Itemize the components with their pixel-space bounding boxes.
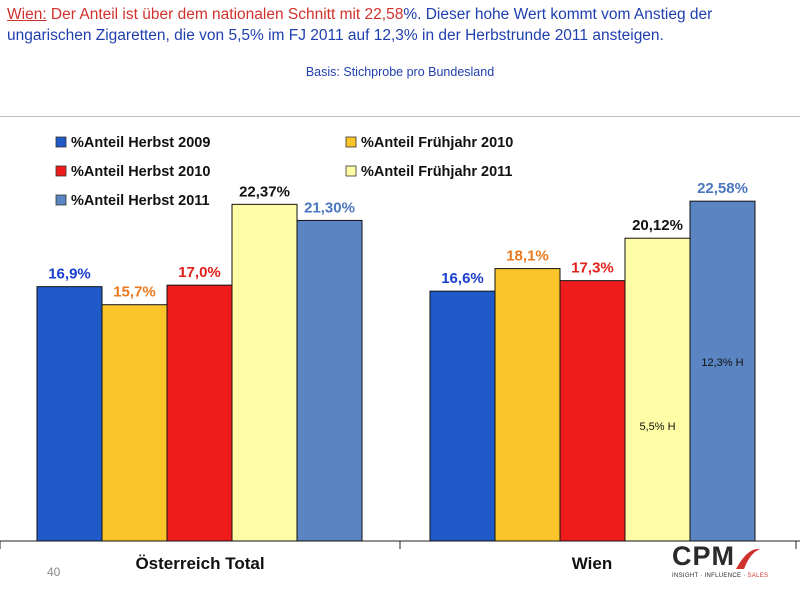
bar-5-1 <box>296 219 363 542</box>
data-label-2-1: 15,7% <box>113 284 156 301</box>
legend-label-1: %Anteil Herbst 2009 <box>71 135 210 151</box>
legend-label-3: %Anteil Herbst 2010 <box>71 164 210 180</box>
logo-tagline-sales: SALES <box>747 573 769 579</box>
data-label-3-2: 17,3% <box>571 260 614 277</box>
data-label-3-1: 17,0% <box>178 264 221 281</box>
logo-name: CPM <box>672 541 735 571</box>
legend-swatch-3 <box>55 165 67 177</box>
bar-4-2 <box>624 237 691 542</box>
basis-note: Basis: Stichprobe pro Bundesland <box>305 65 495 79</box>
headline-blue-text: %. Dieser hohe Wert kommt vom Anstieg de… <box>7 6 713 44</box>
legend-label-2: %Anteil Frühjahr 2010 <box>361 135 513 151</box>
cpm-logo: CPM INSIGHT · INFLUENCE · SALES <box>672 541 768 593</box>
bar-1-2 <box>429 290 496 542</box>
logo-swoosh-icon <box>736 548 760 569</box>
data-label-2-2: 18,1% <box>506 248 549 265</box>
page-number: 40 <box>47 565 61 579</box>
bar-annotation-1: 5,5% H <box>639 421 675 433</box>
logo-tagline: INSIGHT · INFLUENCE · SALES <box>672 573 768 579</box>
data-label-1-1: 16,9% <box>48 266 91 283</box>
bar-5-2 <box>689 200 756 542</box>
legend-swatch-5 <box>55 194 67 206</box>
bar-annotation-2: 12,3% H <box>701 357 743 369</box>
bar-4-1 <box>231 203 298 542</box>
bar-1-1 <box>36 286 103 542</box>
legend-swatch-4 <box>345 165 357 177</box>
legend-swatch-2 <box>345 136 357 148</box>
bar-2-1 <box>101 304 168 542</box>
headline: Wien: Der Anteil ist über dem nationalen… <box>7 4 787 46</box>
bar-3-2 <box>559 280 626 542</box>
legend-label-4: %Anteil Frühjahr 2011 <box>361 164 513 180</box>
data-label-5-2: 22,58% <box>697 180 748 197</box>
data-label-5-1: 21,30% <box>304 199 355 216</box>
category-label-1: Österreich Total <box>135 554 264 573</box>
bar-2-2 <box>494 268 561 542</box>
logo-tagline-text: INSIGHT · INFLUENCE · <box>672 573 748 579</box>
bar-3-1 <box>166 284 233 542</box>
data-label-1-2: 16,6% <box>441 270 484 287</box>
legend-swatch-1 <box>55 136 67 148</box>
data-label-4-2: 20,12% <box>632 217 683 234</box>
category-label-2: Wien <box>572 554 612 573</box>
headline-red-text: Der Anteil ist über dem nationalen Schni… <box>46 6 404 23</box>
legend-label-5: %Anteil Herbst 2011 <box>71 193 210 209</box>
data-label-4-1: 22,37% <box>239 183 290 200</box>
headline-prefix: Wien: <box>7 6 47 23</box>
header-separator <box>0 116 800 117</box>
